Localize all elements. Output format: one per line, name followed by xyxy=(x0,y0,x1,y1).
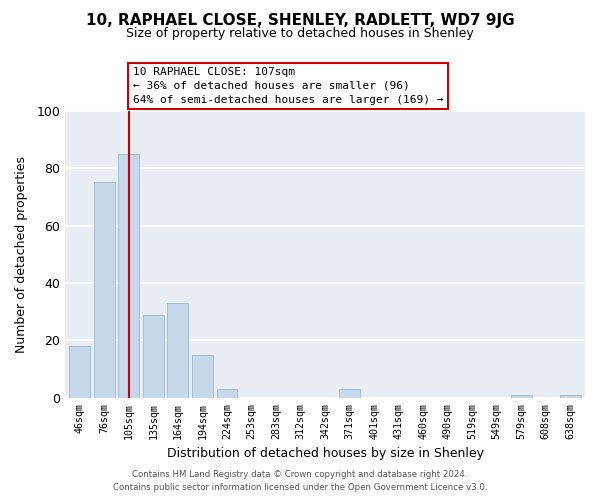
Bar xyxy=(167,303,188,398)
Y-axis label: Number of detached properties: Number of detached properties xyxy=(15,156,28,353)
Bar xyxy=(94,182,115,398)
Text: Contains HM Land Registry data © Crown copyright and database right 2024.
Contai: Contains HM Land Registry data © Crown c… xyxy=(113,470,487,492)
Text: 10 RAPHAEL CLOSE: 107sqm
← 36% of detached houses are smaller (96)
64% of semi-d: 10 RAPHAEL CLOSE: 107sqm ← 36% of detach… xyxy=(133,67,443,105)
Bar xyxy=(143,314,164,398)
Bar xyxy=(217,389,238,398)
Bar xyxy=(70,346,90,398)
Bar xyxy=(339,389,360,398)
Text: 10, RAPHAEL CLOSE, SHENLEY, RADLETT, WD7 9JG: 10, RAPHAEL CLOSE, SHENLEY, RADLETT, WD7… xyxy=(86,12,514,28)
Text: Size of property relative to detached houses in Shenley: Size of property relative to detached ho… xyxy=(126,28,474,40)
Bar xyxy=(192,354,213,398)
Bar xyxy=(118,154,139,398)
Bar xyxy=(511,395,532,398)
X-axis label: Distribution of detached houses by size in Shenley: Distribution of detached houses by size … xyxy=(167,447,484,460)
Bar xyxy=(560,395,581,398)
